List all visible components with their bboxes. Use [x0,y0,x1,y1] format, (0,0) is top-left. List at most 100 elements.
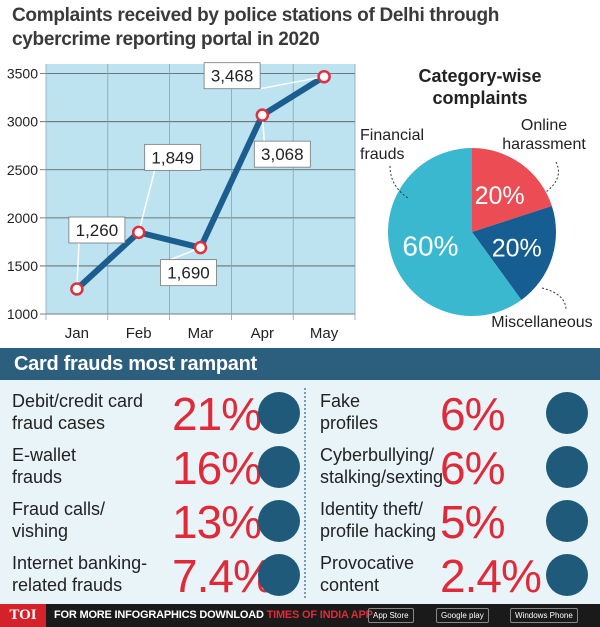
fraud-label-line-2: fraud cases [12,413,106,433]
pie-title-line-2: complaints [432,88,527,108]
x-tick-label-4: May [310,325,339,342]
footer-text: FOR MORE INFOGRAPHICS DOWNLOAD TIMES OF … [54,604,373,627]
data-point-3 [255,108,270,122]
pie-category-label-1: Miscellaneous [491,314,592,331]
app-store-badge[interactable]: App Store [368,608,414,623]
fraud-label: Provocative content [320,552,414,596]
bank-laptop-icon [258,554,300,596]
data-label-box-3 [253,140,311,168]
data-label-2: 1,690 [167,264,210,283]
stalker-icon [546,446,588,488]
footer: TOI FOR MORE INFOGRAPHICS DOWNLOAD TIMES… [0,604,600,627]
data-label-box-2 [160,259,217,287]
data-point-4 [317,69,331,84]
fraud-label-line-2: related frauds [12,575,123,595]
data-label-0: 1,260 [76,221,119,240]
line-chart: 1000 1500 2000 2500 3000 3500 Jan Feb Mar Apr May 1… [7,62,356,342]
pie-category-label-0: Online harassment [502,117,586,153]
data-label-3: 3,068 [261,145,304,164]
pie-value-label-0: 20% [475,182,525,210]
pie-value-label-1: 20% [492,235,542,263]
pie-category-label-1-line-0: Miscellaneous [491,314,592,331]
y-tick-label-3: 2500 [7,162,38,178]
fraud-label-line-1: Identity theft/ [320,499,424,519]
footer-download-text: FOR MORE INFOGRAPHICS DOWNLOAD [54,609,264,621]
phone-call-icon [258,500,300,542]
frauds-grid: Debit/credit card fraud cases 21% E-wallet f… [0,380,600,604]
arrow-miscellaneous [541,287,567,311]
fraud-item-1: E-wallet frauds 16% [12,440,302,496]
data-point-1 [131,225,146,240]
data-label-box-1 [144,143,202,171]
fraud-label-line-1: Provocative [320,553,415,573]
fraud-label-line-2: content [320,575,380,595]
fraud-item-3: Internet banking-related frauds 7.4% [12,548,302,604]
data-label-1: 1,849 [151,148,194,167]
fraud-percentage: 5% [440,496,505,548]
google-play-badge[interactable]: Google play [436,608,489,623]
laptop-card-icon [258,392,300,434]
pie-value-label-2: 60% [402,230,458,261]
fraud-item-6: Identity theft/profile hacking 5% [320,494,592,550]
fraud-label-line-1: E-wallet [12,445,77,465]
pie-category-label-2-line-1: frauds [360,146,404,163]
id-card-icon [546,500,588,542]
x-tick-label-1: Feb [126,325,152,342]
x-tick-label-2: Mar [188,325,214,342]
pie-title: Category-wise complaints [418,66,541,108]
page-title: Complaints received by police stations o… [12,5,500,50]
fraud-item-4: Fake profiles 6% [320,386,592,442]
data-label-box-4 [203,62,261,90]
fraud-label: Fraud calls/vishing [12,498,105,542]
data-label-leader-4 [259,75,325,90]
pie-category-label-0-line-1: harassment [502,136,586,153]
fraud-percentage: 2.4% [440,550,542,602]
fraud-label: Internet banking-related frauds [12,552,147,596]
data-label-box-0 [68,216,126,244]
fraud-label-line-2: profiles [320,413,379,433]
fraud-percentage: 7.4% [172,550,274,602]
y-tick-label-4: 3000 [7,114,38,130]
fraud-label: Cyberbullying/stalking/sexting [320,444,443,488]
pie-slice-2 [388,148,522,316]
y-tick-label-0: 1000 [7,306,38,322]
pie-slice-0 [472,148,552,232]
fraud-percentage: 16% [172,442,262,494]
hacker-icon [546,392,588,434]
wallet-phone-icon [258,446,300,488]
fraud-item-7: Provocative content 2.4% [320,548,592,604]
fraud-item-0: Debit/credit card fraud cases 21% [12,386,302,442]
footer-app-name: TIMES OF INDIA APP [266,609,373,621]
fraud-percentage: 6% [440,442,505,494]
y-tick-label-5: 3500 [7,66,38,82]
fraud-item-2: Fraud calls/vishing 13% [12,494,302,550]
fraud-label-line-2: vishing [12,521,69,541]
data-label-leader-0 [76,242,80,290]
y-tick-label-2: 2000 [7,210,38,226]
fraud-label-line-1: Debit/credit card [12,391,144,411]
fraud-label-line-2: frauds [12,467,63,487]
frauds-header: Card frauds most rampant [0,348,600,380]
fraud-item-5: Cyberbullying/stalking/sexting 6% [320,440,592,496]
pie-category-label-2: Financial frauds [360,127,424,163]
arrow-online-harassment [545,161,559,193]
fraud-percentage: 13% [172,496,262,548]
fraud-label: Fake profiles [320,390,378,434]
pie-category-label-2-line-0: Financial [360,127,424,144]
x-tick-label-3: Apr [251,325,274,342]
fraud-label: Identity theft/profile hacking [320,498,436,542]
windows-phone-badge[interactable]: Windows Phone [510,608,578,623]
fraud-label: E-wallet frauds [12,444,76,488]
data-label-4: 3,468 [211,67,254,86]
fraud-label-line-1: Fraud calls/ [12,499,106,519]
fraud-label-line-1: Internet banking- [12,553,148,573]
data-point-2 [193,240,208,255]
pie-chart: Category-wise complaints 20% 20% 60% Online ha… [360,66,593,331]
toi-logo: TOI [0,604,46,627]
data-point-0 [70,282,84,296]
fraud-label-line-1: Cyberbullying/ [320,445,435,465]
fraud-label: Debit/credit card fraud cases [12,390,143,434]
fraud-label-line-1: Fake [320,391,361,411]
x-tick-label-0: Jan [65,325,89,342]
pie-category-label-0-line-0: Online [521,117,567,134]
